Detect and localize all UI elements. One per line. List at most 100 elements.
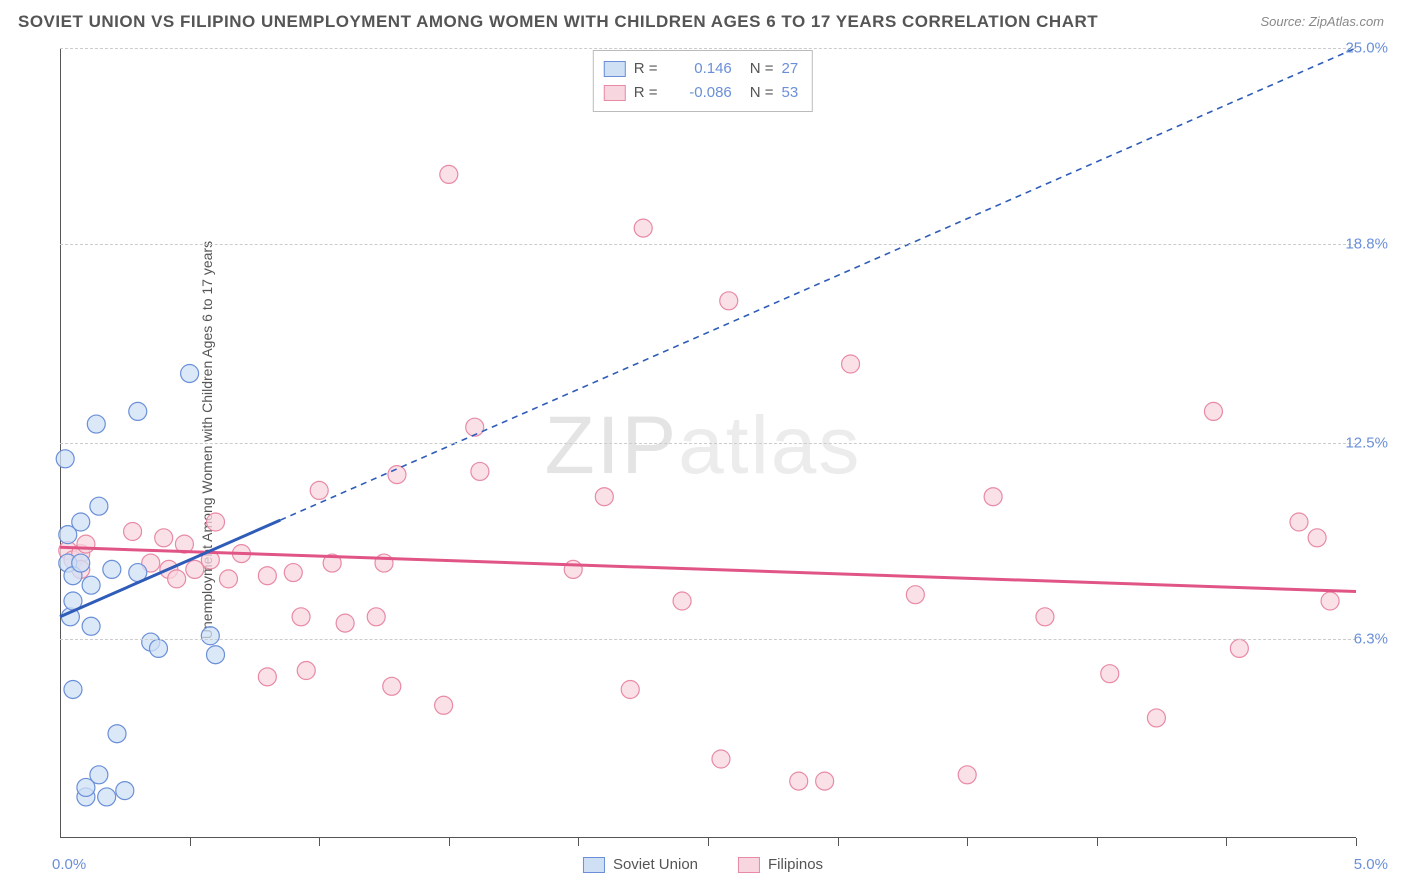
data-point [595, 488, 613, 506]
data-point [258, 567, 276, 585]
series-legend: Soviet Union Filipinos [583, 856, 823, 873]
data-point [388, 466, 406, 484]
data-point [87, 415, 105, 433]
data-point [906, 586, 924, 604]
data-point [258, 668, 276, 686]
legend-swatch-filipino [604, 85, 626, 101]
r-value-filipino: -0.086 [672, 81, 732, 105]
x-tick [190, 838, 191, 846]
data-point [207, 646, 225, 664]
data-point [466, 418, 484, 436]
data-point [367, 608, 385, 626]
data-point [149, 639, 167, 657]
data-point [1101, 665, 1119, 683]
gridline [60, 244, 1356, 245]
gridline [60, 443, 1356, 444]
data-point [984, 488, 1002, 506]
data-point [168, 570, 186, 588]
data-point [155, 529, 173, 547]
legend-swatch-filipino [738, 857, 760, 873]
data-point [1204, 402, 1222, 420]
data-point [103, 560, 121, 578]
data-point [621, 680, 639, 698]
data-point [82, 576, 100, 594]
legend-label-soviet: Soviet Union [613, 856, 698, 873]
data-point [1321, 592, 1339, 610]
data-point [383, 677, 401, 695]
regression-line-filipino [60, 547, 1356, 591]
n-label: N = [750, 57, 774, 81]
data-point [82, 617, 100, 635]
data-point [790, 772, 808, 790]
data-point [297, 662, 315, 680]
r-label: R = [634, 81, 664, 105]
data-point [958, 766, 976, 784]
data-point [181, 364, 199, 382]
data-point [90, 497, 108, 515]
data-point [201, 627, 219, 645]
n-value-filipino: 53 [782, 81, 799, 105]
data-point [1308, 529, 1326, 547]
data-point [673, 592, 691, 610]
x-tick [319, 838, 320, 846]
data-point [310, 481, 328, 499]
x-tick [1097, 838, 1098, 846]
x-tick [1356, 838, 1357, 846]
data-point [77, 535, 95, 553]
legend-item-soviet: Soviet Union [583, 856, 698, 873]
x-tick [838, 838, 839, 846]
chart-title: SOVIET UNION VS FILIPINO UNEMPLOYMENT AM… [18, 12, 1098, 32]
legend-swatch-soviet [583, 857, 605, 873]
legend-swatch-soviet [604, 61, 626, 77]
data-point [207, 513, 225, 531]
x-axis-max-label: 5.0% [1354, 856, 1388, 873]
legend-row-2: R = -0.086 N = 53 [604, 81, 798, 105]
data-point [634, 219, 652, 237]
y-tick-label: 25.0% [1345, 40, 1388, 57]
x-tick [578, 838, 579, 846]
data-point [124, 522, 142, 540]
gridline [60, 48, 1356, 49]
data-point [336, 614, 354, 632]
correlation-legend: R = 0.146 N = 27 R = -0.086 N = 53 [593, 50, 813, 112]
source-label: Source: ZipAtlas.com [1260, 14, 1384, 29]
x-tick [708, 838, 709, 846]
legend-row-1: R = 0.146 N = 27 [604, 57, 798, 81]
r-value-soviet: 0.146 [672, 57, 732, 81]
regression-line-soviet-dashed [280, 48, 1356, 520]
data-point [108, 725, 126, 743]
data-point [116, 782, 134, 800]
r-label: R = [634, 57, 664, 81]
data-point [1036, 608, 1054, 626]
x-tick [967, 838, 968, 846]
data-point [72, 554, 90, 572]
y-tick-label: 6.3% [1354, 630, 1388, 647]
data-point [720, 292, 738, 310]
legend-item-filipino: Filipinos [738, 856, 823, 873]
data-point [816, 772, 834, 790]
data-point [471, 462, 489, 480]
data-point [435, 696, 453, 714]
x-tick [1226, 838, 1227, 846]
data-point [64, 680, 82, 698]
gridline [60, 639, 1356, 640]
data-point [1290, 513, 1308, 531]
data-point [98, 788, 116, 806]
data-point [72, 513, 90, 531]
data-point [56, 450, 74, 468]
data-point [186, 560, 204, 578]
x-tick [449, 838, 450, 846]
data-point [219, 570, 237, 588]
data-point [842, 355, 860, 373]
data-point [90, 766, 108, 784]
y-tick-label: 18.8% [1345, 235, 1388, 252]
x-axis-min-label: 0.0% [52, 856, 86, 873]
data-point [1230, 639, 1248, 657]
legend-label-filipino: Filipinos [768, 856, 823, 873]
y-tick-label: 12.5% [1345, 435, 1388, 452]
data-point [440, 165, 458, 183]
data-point [712, 750, 730, 768]
data-point [292, 608, 310, 626]
data-point [129, 402, 147, 420]
n-value-soviet: 27 [782, 57, 799, 81]
